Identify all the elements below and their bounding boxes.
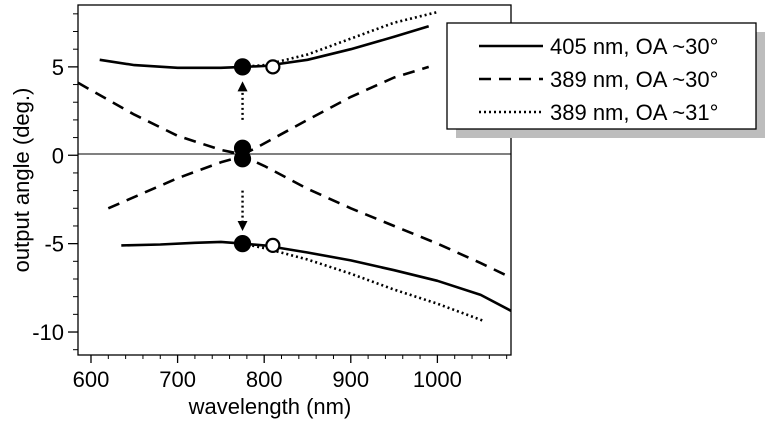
series-line-dotted-1: [242, 242, 486, 323]
series-line-dashed-0: [77, 65, 430, 156]
x-tick-label: 900: [332, 367, 369, 392]
data-point-open-circle: [265, 59, 281, 75]
series-line-dotted-0: [242, 10, 438, 69]
y-tick-label: -10: [32, 320, 64, 345]
x-tick-label: 1000: [413, 367, 462, 392]
legend-label: 389 nm, OA ~31°: [550, 100, 718, 125]
series-line-solid-0: [99, 24, 430, 70]
y-tick-label: -5: [44, 232, 64, 257]
plot-frame: [77, 4, 512, 356]
series-layer: [77, 10, 512, 323]
x-tick-label: 600: [73, 367, 110, 392]
legend: 405 nm, OA ~30° 389 nm, OA ~30° 389 nm, OA…: [446, 22, 765, 138]
y-tick-label: 5: [52, 55, 64, 80]
series-line-solid-1: [121, 240, 512, 312]
x-tick-label: 700: [159, 367, 196, 392]
data-point-open-circle: [265, 237, 281, 254]
y-tick-label: 0: [52, 143, 64, 168]
data-point-filled-circle: [233, 150, 252, 168]
data-point-filled-circle: [233, 58, 252, 76]
y-axis-title: output angle (deg.): [9, 88, 34, 273]
y-axis-ticks: -10 -5 0 5: [32, 13, 78, 351]
series-line-dashed-1: [107, 154, 508, 277]
marker-layer: [233, 58, 281, 254]
series-dotted: [242, 10, 486, 323]
x-axis-title: wavelength (nm): [188, 394, 352, 419]
legend-label: 405 nm, OA ~30°: [550, 34, 718, 59]
legend-box: [446, 22, 757, 130]
x-tick-label: 800: [246, 367, 283, 392]
legend-label: 389 nm, OA ~30°: [550, 67, 718, 92]
plot-area: 600 700 800 900 1000 -10 -5 0 5: [32, 4, 512, 392]
x-axis-ticks: 600 700 800 900 1000: [73, 355, 508, 392]
data-point-filled-circle: [233, 235, 252, 253]
